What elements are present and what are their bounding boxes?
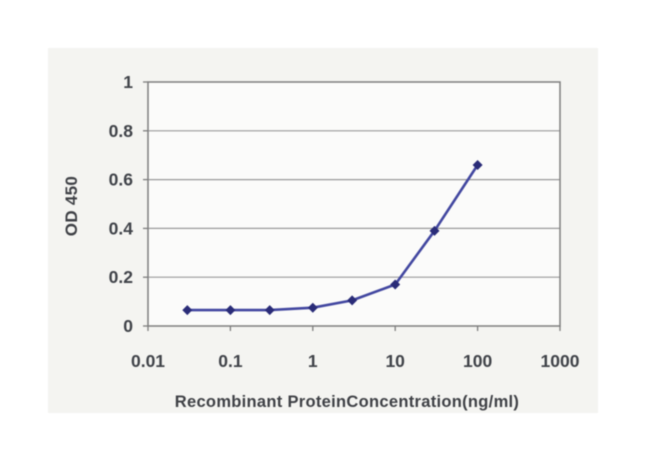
series-line	[186, 163, 479, 312]
y-tick-label: 1	[123, 72, 133, 92]
data-point-marker	[225, 305, 236, 316]
x-axis-title: Recombinant ProteinConcentration(ng/ml)	[174, 393, 520, 411]
x-tick-label: 1	[308, 351, 318, 371]
x-tick-label: 0.1	[218, 351, 243, 371]
data-point-marker	[307, 302, 318, 313]
y-tick-label: 0.4	[109, 218, 134, 238]
data-point-marker	[390, 279, 401, 290]
data-point-marker	[347, 295, 358, 306]
data-point-marker	[182, 305, 193, 316]
x-tick-label: 100	[463, 351, 492, 371]
plot-area	[148, 82, 560, 326]
x-tick-label: 10	[385, 351, 405, 371]
data-point-marker	[264, 305, 275, 316]
x-tick-label: 1000	[541, 351, 580, 371]
y-tick-label: 0.2	[109, 267, 134, 287]
x-tick-label: 0.01	[131, 351, 165, 371]
y-tick-label: 0.8	[109, 121, 134, 141]
plot-frame	[147, 81, 561, 327]
data-point-marker	[472, 159, 483, 170]
y-tick-label: 0	[123, 316, 133, 336]
y-axis-title: OD 450	[62, 175, 81, 237]
y-tick-label: 0.6	[109, 170, 134, 190]
data-point-marker	[429, 225, 440, 236]
